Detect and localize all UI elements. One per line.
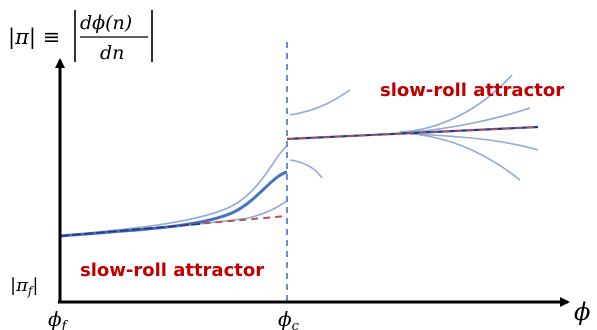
curve-thin-right-2	[289, 159, 323, 179]
tick-phi-c-sub: c	[292, 319, 300, 330]
tick-phi-f-base: ϕ	[48, 307, 62, 330]
x-axis-label: ϕ	[574, 298, 590, 326]
annotation-upper-attractor: slow-roll attractor	[380, 80, 564, 101]
tick-phi-f-sub: f	[61, 319, 69, 330]
attractor-right-dashed	[286, 126, 539, 140]
y-axis-label-prefix: |π| ≡	[8, 25, 60, 50]
annotation-lower-attractor: slow-roll attractor	[80, 260, 264, 281]
tick-pi-f-sub: f	[27, 284, 35, 298]
tick-phi-c: ϕc	[278, 307, 300, 330]
y-axis-label-denominator: dn	[100, 42, 124, 64]
tick-phi-c-base: ϕ	[278, 307, 292, 330]
curve-thin-right-4	[399, 107, 531, 134]
tick-pi-f-text: |π	[10, 275, 29, 296]
tick-phi-f: ϕf	[48, 307, 69, 330]
curve-thin-upper-left	[59, 145, 288, 237]
tick-pi-f-close: |	[32, 275, 38, 296]
tick-pi-f: |πf|	[10, 275, 38, 298]
curve-thin-right-6	[419, 134, 521, 181]
curve-thin-right-1	[289, 89, 351, 116]
curve-thin-right-5	[409, 133, 539, 151]
curve-thin-right-3	[399, 74, 513, 133]
y-axis-label-numerator: dϕ(n)	[80, 12, 132, 34]
